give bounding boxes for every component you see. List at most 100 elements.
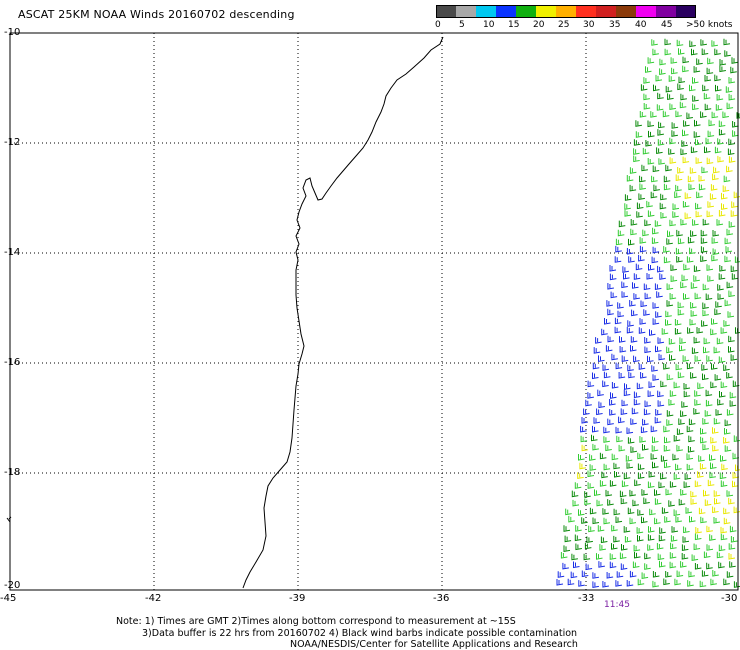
wind-barb [725,86,733,93]
wind-barb [604,318,611,325]
wind-barb [603,517,611,525]
wind-barb [693,408,700,415]
wind-barb [624,210,632,217]
wind-barb [656,147,663,154]
wind-barb [609,399,616,406]
wind-barb [700,237,708,244]
wind-barb [652,246,660,254]
wind-barb [675,184,682,192]
wind-barb [665,85,673,93]
wind-barb [724,445,732,452]
wind-barb [694,563,702,570]
wind-barb [644,219,651,227]
color-scale-segment [636,5,657,18]
wind-barb [664,48,672,56]
wind-barb [728,156,736,163]
footnote-line-2: 3)Data buffer is 22 hrs from 20160702 4)… [142,628,578,639]
wind-barb [584,491,591,498]
wind-barb [729,391,737,399]
wind-barb [640,372,647,379]
wind-barb [599,544,606,551]
wind-barb [710,578,717,586]
wind-barb [704,410,712,417]
wind-barb [665,488,673,496]
lon-label-minus39: -39 [289,593,306,604]
wind-barb [700,516,707,524]
wind-barb [705,399,713,407]
wind-barb [728,221,736,228]
wind-barb [583,408,590,416]
lon-label-minus33: -33 [578,593,595,604]
wind-barb [709,471,716,479]
wind-barb [659,527,666,534]
wind-barb [706,157,714,165]
wind-barb [630,219,638,226]
wind-barb [733,191,740,199]
wind-barb [696,58,703,65]
wind-barb [692,95,699,102]
wind-barb [620,563,628,570]
wind-barb [606,572,614,579]
wind-barb [736,112,740,119]
wind-barb [728,335,735,343]
wind-barb [592,581,599,588]
wind-barb [592,572,599,579]
wind-barb [655,74,663,82]
wind-barb [683,390,691,398]
wind-barb [615,238,623,246]
wind-barb [677,371,685,379]
scale-label-40: 40 [635,20,647,30]
wind-barb [694,292,702,300]
wind-barb [672,453,679,461]
wind-barb [716,219,724,226]
wind-barb [669,481,677,488]
wind-barb [724,255,731,263]
wind-barb [646,273,654,280]
wind-barb [630,336,638,343]
wind-barb [596,408,603,416]
chart-title: ASCAT 25KM NOAA Winds 20160702 descendin… [18,8,295,21]
wind-barb [648,381,656,388]
wind-barb [605,444,612,452]
wind-barb [719,472,727,480]
wind-barb [690,372,697,379]
wind-barb [724,50,731,57]
wind-barb [677,237,685,245]
wind-barb [694,399,701,406]
wind-barb [720,381,728,389]
wind-barb [720,526,728,534]
wind-barb [682,65,689,73]
wind-barb [659,560,666,568]
wind-barb [712,248,720,255]
wind-barb [603,371,611,379]
wind-barb [594,489,601,496]
wind-barb [666,373,674,381]
wind-barb [602,364,610,371]
wind-barb [690,310,698,317]
wind-barb [703,551,711,559]
wind-barb [560,552,568,559]
wind-barb [693,131,701,138]
wind-barb [657,139,665,146]
wind-barb [728,290,735,298]
wind-barb [638,254,645,262]
wind-barb [592,443,599,451]
wind-barb [611,353,618,361]
wind-barb [619,552,627,560]
wind-barb [719,59,727,66]
wind-barb [580,435,588,443]
wind-barb [638,363,646,370]
wind-barb [628,238,635,246]
wind-barb [678,48,685,55]
wind-barb [642,418,649,426]
wind-barb [694,390,701,397]
wind-barb [607,335,615,343]
wind-barb [730,354,738,361]
wind-barb [721,463,728,471]
wind-barb [602,581,609,588]
wind-barb [690,490,697,498]
wind-barb [714,74,721,82]
scale-label-30: 30 [583,20,595,30]
swath-time-label: 11:45 [604,600,630,610]
wind-barb [643,497,650,505]
